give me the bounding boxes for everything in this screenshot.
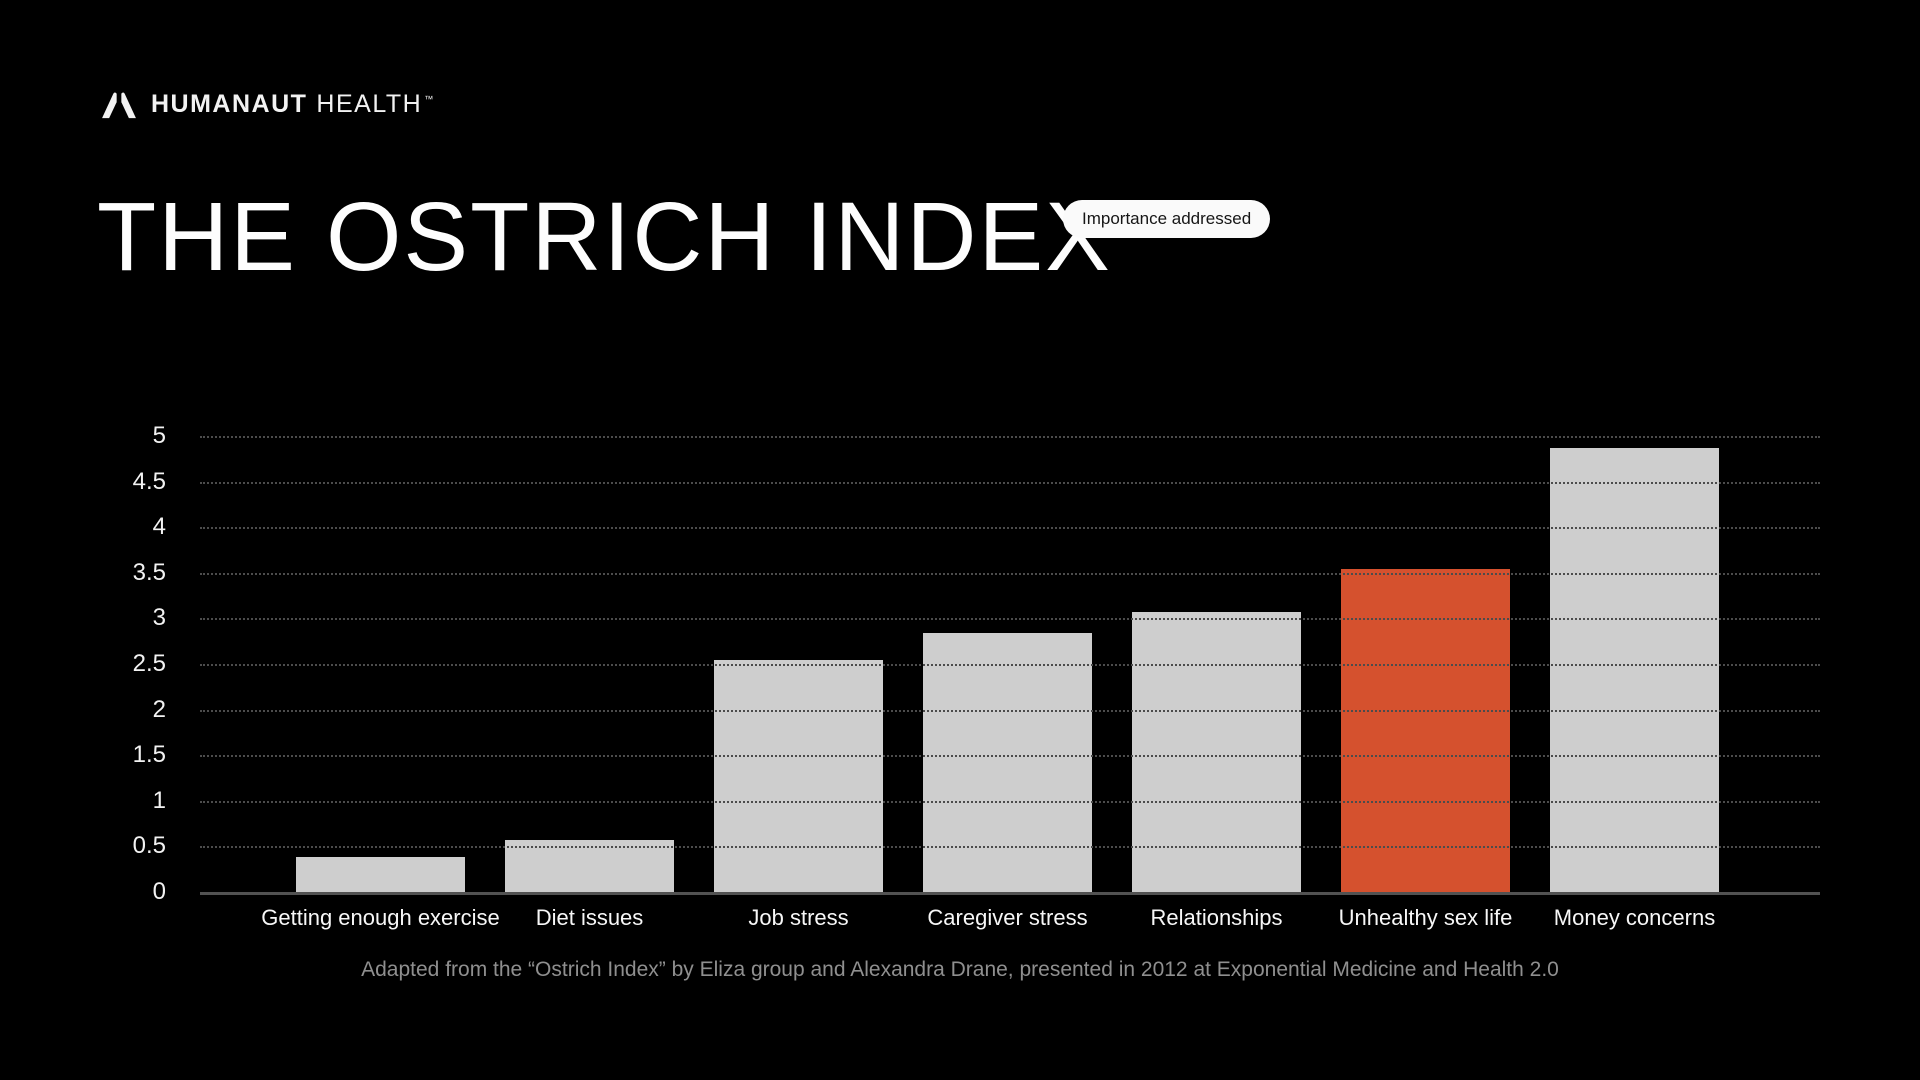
page-title: THE OSTRICH INDEX <box>97 182 1112 291</box>
bar-getting-enough-exercise <box>296 856 465 893</box>
y-tick-label-2.5: 2.5 <box>132 649 166 677</box>
y-tick-label-3: 3 <box>152 604 166 632</box>
gridline-5 <box>200 436 1820 438</box>
y-tick-label-4: 4 <box>152 513 166 541</box>
x-label-diet-issues: Diet issues <box>535 905 644 930</box>
bar-money-concerns <box>1550 447 1719 893</box>
y-tick-label-1: 1 <box>152 786 166 814</box>
x-label-unhealthy-sex-life: Unhealthy sex life <box>1338 905 1513 930</box>
gridline-3.5 <box>200 572 1820 575</box>
y-axis-labels: 0 0.5 1 1.5 2 2.5 3 3.5 4 4.5 5 <box>40 422 166 905</box>
x-label-job-stress: Job stress <box>748 905 849 930</box>
brand-name-secondary: HEALTH <box>316 89 423 118</box>
gridline-2.5 <box>200 664 1820 666</box>
brand-logo: HUMANAUT HEALTH ™ <box>100 88 435 120</box>
y-tick-label-4.5: 4.5 <box>132 467 166 495</box>
x-label-money-concerns: Money concerns <box>1553 905 1716 930</box>
x-axis-line <box>200 892 1820 895</box>
brand-name: HUMANAUT HEALTH ™ <box>151 90 435 119</box>
y-tick-label-5: 5 <box>152 421 166 449</box>
importance-addressed-badge: Importance addressed <box>1063 200 1271 238</box>
bar-diet-issues <box>505 840 674 893</box>
gridline-4.5 <box>200 481 1820 484</box>
y-tick-label-0.5: 0.5 <box>132 832 166 860</box>
y-tick-label-0: 0 <box>152 877 166 905</box>
gridline-2 <box>200 709 1820 712</box>
source-caption: Adapted from the “Ostrich Index” by Eliz… <box>361 958 1559 981</box>
y-tick-label-3.5: 3.5 <box>132 558 166 586</box>
bar-unhealthy-sex-life <box>1341 569 1510 893</box>
x-label-caregiver-stress: Caregiver stress <box>927 905 1088 930</box>
y-tick-label-2: 2 <box>152 695 166 723</box>
chart-plot-area <box>200 436 1820 895</box>
gridline-0.5 <box>200 846 1820 849</box>
x-label-getting-enough-exercise: Getting enough exercise <box>261 905 500 930</box>
brand-name-primary: HUMANAUT <box>151 89 308 118</box>
x-label-relationships: Relationships <box>1150 905 1283 930</box>
gridline-1.5 <box>200 755 1820 758</box>
bar-relationships <box>1132 612 1301 893</box>
gridline-1 <box>200 800 1820 803</box>
bar-job-stress <box>714 660 883 893</box>
gridline-4 <box>200 527 1820 530</box>
x-axis-labels: Getting enough exercise Diet issues Job st… <box>200 905 1820 935</box>
y-tick-label-1.5: 1.5 <box>132 741 166 769</box>
gridline-3 <box>200 618 1820 621</box>
trademark-symbol: ™ <box>424 93 435 104</box>
humanaut-logo-icon <box>100 88 138 120</box>
bar-caregiver-stress <box>923 633 1092 893</box>
badge-label: Importance addressed <box>1082 209 1252 228</box>
